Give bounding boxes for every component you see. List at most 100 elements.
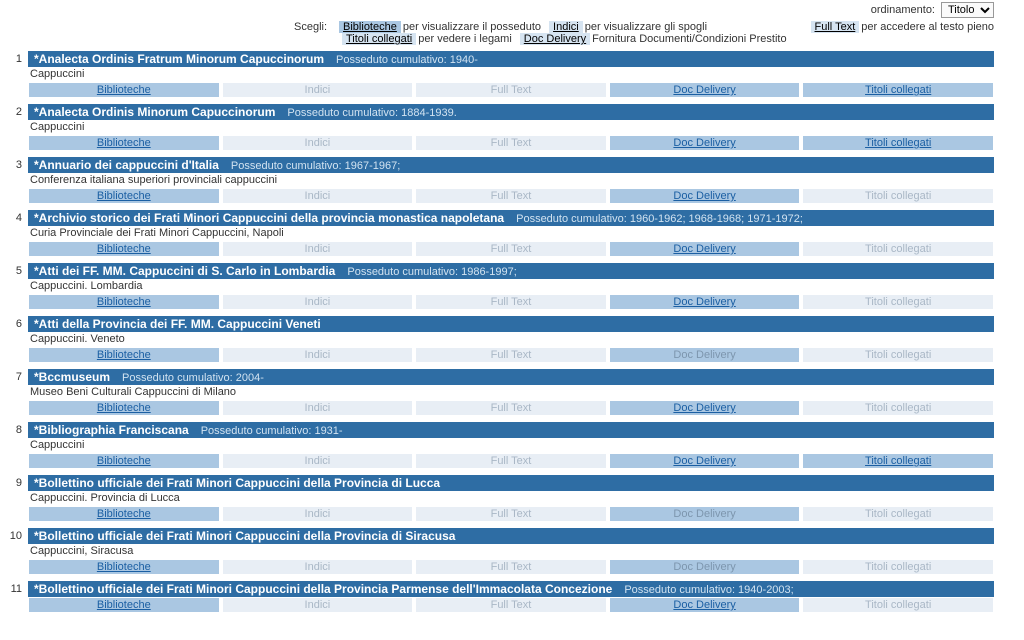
record-number: 9: [2, 475, 28, 522]
record-publisher: Cappuccini. Provincia di Lucca: [28, 491, 994, 506]
biblioteche-button[interactable]: Biblioteche: [28, 241, 220, 257]
titoli-button[interactable]: Titoli collegati: [802, 135, 994, 151]
biblioteche-button[interactable]: Biblioteche: [28, 188, 220, 204]
record: 2 *Analecta Ordinis Minorum Capuccinorum P…: [0, 104, 1004, 151]
legend-chip-titoli[interactable]: Titoli collegati: [342, 33, 416, 45]
record-titlebar: *Bollettino ufficiale dei Frati Minori C…: [28, 475, 994, 491]
legend-chip-biblioteche[interactable]: Biblioteche: [339, 21, 401, 33]
indici-button: Indici: [222, 559, 414, 575]
legend-scegli: Scegli:: [294, 21, 327, 33]
indici-button: Indici: [222, 506, 414, 522]
fulltext-button: Full Text: [415, 347, 607, 363]
titoli-button: Titoli collegati: [802, 188, 994, 204]
legend-text: per accedere al testo pieno: [861, 21, 994, 33]
action-row: BibliotecheIndiciFull TextDoc DeliveryTi…: [28, 453, 994, 469]
record-number: 8: [2, 422, 28, 469]
docdelivery-button: Doc Delivery: [609, 347, 801, 363]
record-title: *Atti della Provincia dei FF. MM. Cappuc…: [34, 317, 321, 331]
legend-chip-fulltext[interactable]: Full Text: [811, 21, 860, 33]
docdelivery-button[interactable]: Doc Delivery: [609, 294, 801, 310]
record-publisher: Cappuccini: [28, 67, 994, 82]
docdelivery-button[interactable]: Doc Delivery: [609, 400, 801, 416]
action-row: BibliotecheIndiciFull TextDoc DeliveryTi…: [28, 294, 994, 310]
record: 5*Atti dei FF. MM. Cappuccini di S. Carl…: [0, 263, 1004, 310]
titoli-button[interactable]: Titoli collegati: [802, 82, 994, 98]
docdelivery-button[interactable]: Doc Delivery: [609, 453, 801, 469]
record: 4*Archivio storico dei Frati Minori Capp…: [0, 210, 1004, 257]
record-title: *Bollettino ufficiale dei Frati Minori C…: [34, 529, 455, 543]
action-row: BibliotecheIndiciFull TextDoc DeliveryTi…: [28, 559, 994, 575]
biblioteche-button[interactable]: Biblioteche: [28, 597, 220, 613]
record-number: 6: [2, 316, 28, 363]
indici-button: Indici: [222, 188, 414, 204]
record-posseduto: Posseduto cumulativo: 1884-1939.: [287, 107, 456, 119]
docdelivery-button: Doc Delivery: [609, 559, 801, 575]
record-number: 4: [2, 210, 28, 257]
record: 9 *Bollettino ufficiale dei Frati Minori …: [0, 475, 1004, 522]
record-title: *Bibliographia Franciscana: [34, 423, 189, 437]
fulltext-button: Full Text: [415, 294, 607, 310]
indici-button: Indici: [222, 294, 414, 310]
indici-button: Indici: [222, 241, 414, 257]
record-titlebar: *Archivio storico dei Frati Minori Cappu…: [28, 210, 994, 226]
indici-button: Indici: [222, 82, 414, 98]
indici-button: Indici: [222, 453, 414, 469]
docdelivery-button[interactable]: Doc Delivery: [609, 597, 801, 613]
docdelivery-button: Doc Delivery: [609, 506, 801, 522]
record-title: *Bccmuseum: [34, 370, 110, 384]
legend-chip-indici[interactable]: Indici: [549, 21, 583, 33]
record-titlebar: *Atti dei FF. MM. Cappuccini di S. Carlo…: [28, 263, 994, 279]
record-publisher: Cappuccini: [28, 438, 994, 453]
record-title: *Atti dei FF. MM. Cappuccini di S. Carlo…: [34, 264, 335, 278]
legend-text: per visualizzare gli spogli: [585, 21, 707, 33]
biblioteche-button[interactable]: Biblioteche: [28, 82, 220, 98]
action-row: BibliotecheIndiciFull TextDoc DeliveryTi…: [28, 506, 994, 522]
fulltext-button: Full Text: [415, 400, 607, 416]
record-titlebar: *Bollettino ufficiale dei Frati Minori C…: [28, 581, 994, 597]
record-number: 2: [2, 104, 28, 151]
record-titlebar: *Analecta Ordinis Fratrum Minorum Capucc…: [28, 51, 994, 67]
titoli-button[interactable]: Titoli collegati: [802, 453, 994, 469]
record-titlebar: *BccmuseumPosseduto cumulativo: 2004-: [28, 369, 994, 385]
record: 3*Annuario dei cappuccini d'ItaliaPossed…: [0, 157, 1004, 204]
record-title: *Analecta Ordinis Minorum Capuccinorum: [34, 105, 275, 119]
record-publisher: Cappuccini: [28, 120, 994, 135]
biblioteche-button[interactable]: Biblioteche: [28, 294, 220, 310]
record-titlebar: *Atti della Provincia dei FF. MM. Cappuc…: [28, 316, 994, 332]
record: 7*BccmuseumPosseduto cumulativo: 2004-Mu…: [0, 369, 1004, 416]
fulltext-button: Full Text: [415, 506, 607, 522]
record-publisher: Museo Beni Culturali Cappuccini di Milan…: [28, 385, 994, 400]
docdelivery-button[interactable]: Doc Delivery: [609, 188, 801, 204]
titoli-button: Titoli collegati: [802, 294, 994, 310]
fulltext-button: Full Text: [415, 453, 607, 469]
titoli-button: Titoli collegati: [802, 559, 994, 575]
biblioteche-button[interactable]: Biblioteche: [28, 506, 220, 522]
legend-chip-docdel[interactable]: Doc Delivery: [520, 33, 590, 45]
biblioteche-button[interactable]: Biblioteche: [28, 453, 220, 469]
record-posseduto: Posseduto cumulativo: 1960-1962; 1968-19…: [516, 213, 803, 225]
biblioteche-button[interactable]: Biblioteche: [28, 135, 220, 151]
sort-label: ordinamento:: [871, 4, 935, 16]
record: 10 *Bollettino ufficiale dei Frati Minori…: [0, 528, 1004, 575]
record-number: 10: [2, 528, 28, 575]
action-row: BibliotecheIndiciFull TextDoc DeliveryTi…: [28, 188, 994, 204]
biblioteche-button[interactable]: Biblioteche: [28, 400, 220, 416]
legend-text: per vedere i legami: [418, 33, 512, 45]
legend-text: Fornitura Documenti/Condizioni Prestito: [592, 33, 786, 45]
fulltext-button: Full Text: [415, 559, 607, 575]
indici-button: Indici: [222, 597, 414, 613]
record-publisher: Cappuccini, Siracusa: [28, 544, 994, 559]
record-title: *Bollettino ufficiale dei Frati Minori C…: [34, 476, 440, 490]
titoli-button: Titoli collegati: [802, 400, 994, 416]
fulltext-button: Full Text: [415, 188, 607, 204]
docdelivery-button[interactable]: Doc Delivery: [609, 241, 801, 257]
record-number: 3: [2, 157, 28, 204]
record: 11*Bollettino ufficiale dei Frati Minori…: [0, 581, 1004, 613]
docdelivery-button[interactable]: Doc Delivery: [609, 135, 801, 151]
legend: Scegli: Biblioteche per visualizzare il …: [0, 20, 1004, 49]
sort-select[interactable]: Titolo: [941, 2, 994, 18]
record-posseduto: Posseduto cumulativo: 1986-1997;: [347, 266, 516, 278]
docdelivery-button[interactable]: Doc Delivery: [609, 82, 801, 98]
biblioteche-button[interactable]: Biblioteche: [28, 559, 220, 575]
biblioteche-button[interactable]: Biblioteche: [28, 347, 220, 363]
